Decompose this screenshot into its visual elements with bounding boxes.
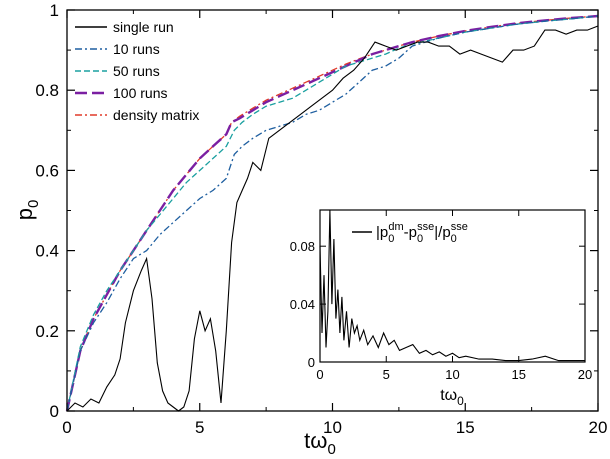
inset-x-tick-label: 0 [316,367,323,382]
inset-y-tick-label: 0.04 [290,297,315,312]
inset-x-tick-label: 10 [445,367,459,382]
x-tick-label: 10 [323,418,342,437]
y-tick-label: 0 [50,402,59,421]
main-plot: 0 5 10 15 20 0 0.2 0.4 0.6 0.8 1 tω0 p0 single run… [12,1,607,458]
x-tick-label: 15 [456,418,475,437]
inset-legend-label: |p0dm-p0sse|/p0sse [376,221,468,245]
y-tick-label: 1 [50,1,59,20]
x-tick-label: 0 [62,418,71,437]
y-tick-label: 0.8 [35,81,59,100]
x-tick-label: 20 [589,418,608,437]
y-tick-label: 0.6 [35,161,59,180]
inset-plot: 0 5 10 15 20 0 0.04 0.08 tω0 |p0dm-p0sse|/p0sse [290,209,592,408]
legend-label: single run [113,19,174,35]
legend-label: density matrix [113,107,199,123]
inset-series-line [319,209,585,362]
legend-label: 100 runs [113,85,167,101]
inset-background [320,210,585,362]
main-axis-ticks: 0 5 10 15 20 0 0.2 0.4 0.6 0.8 1 [35,1,607,437]
inset-x-tick-label: 20 [578,367,592,382]
inset-y-tick-label: 0 [308,355,315,370]
x-tick-label: 5 [195,418,204,437]
inset-y-tick-label: 0.08 [290,239,315,254]
y-tick-label: 0.2 [35,322,59,341]
inset-axis-ticks: 0 5 10 15 20 0 0.04 0.08 [290,210,592,382]
x-axis-title: tω0 [304,428,336,458]
main-series-group [65,14,599,412]
inset-series-group [319,209,585,362]
y-axis-title: p0 [12,200,42,221]
inset-x-axis-title: tω0 [440,387,464,408]
inset-legend: |p0dm-p0sse|/p0sse [352,221,468,245]
series-line-single-run [66,25,599,412]
legend-label: 50 runs [113,63,160,79]
y-tick-label: 0.4 [35,242,59,261]
series-line-10-runs [66,15,599,412]
inset-x-tick-label: 15 [512,367,526,382]
inset-x-tick-label: 5 [383,367,390,382]
legend-label: 10 runs [113,41,160,57]
main-legend: single run 10 runs 50 runs 100 runs density … [75,19,199,123]
